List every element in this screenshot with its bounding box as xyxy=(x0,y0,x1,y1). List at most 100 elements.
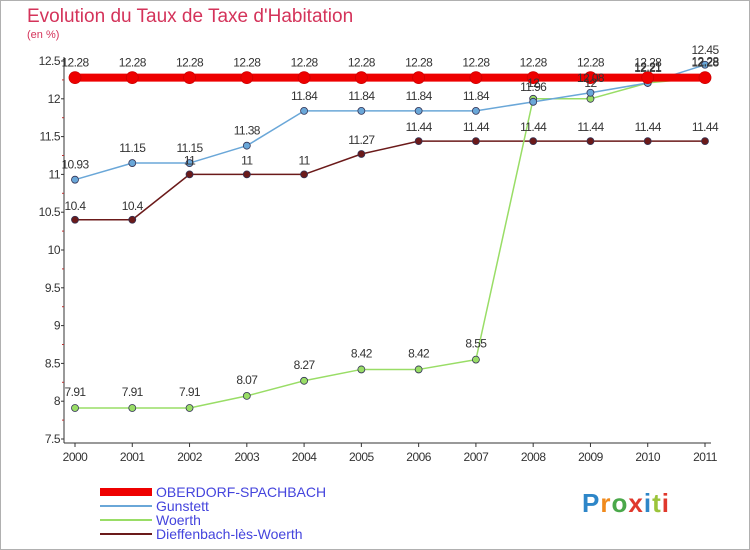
data-label: 12.28 xyxy=(462,56,490,70)
legend-label-woerth: Woerth xyxy=(156,512,201,528)
series-line-2 xyxy=(75,76,706,409)
chart-unit: (en %) xyxy=(27,29,60,41)
logo-letter: t xyxy=(652,488,662,518)
legend-swatch-gunstett xyxy=(100,505,152,507)
data-label: 12.21 xyxy=(634,60,662,74)
data-label: 11.44 xyxy=(406,120,433,134)
data-point xyxy=(472,106,480,115)
x-tick-label: 2000 xyxy=(63,450,89,464)
data-point xyxy=(414,137,423,146)
data-label: 11.44 xyxy=(577,120,604,134)
y-tick-label: 10.5 xyxy=(39,205,61,219)
legend-item-dieffenbach: Dieffenbach-lès-Woerth xyxy=(100,527,326,541)
data-point xyxy=(240,71,254,85)
x-tick-label: 2008 xyxy=(521,450,547,464)
legend-label-oberdorf: OBERDORF-SPACHBACH xyxy=(156,484,327,500)
x-tick-label: 2010 xyxy=(635,450,661,464)
x-tick-label: 2009 xyxy=(578,450,604,464)
data-point xyxy=(357,106,366,115)
data-label: 11 xyxy=(241,153,253,167)
legend-swatch-dieffenbach xyxy=(100,533,152,535)
data-point xyxy=(414,365,423,374)
data-label: 8.27 xyxy=(294,358,316,372)
y-tick-label: 9 xyxy=(54,319,61,333)
data-label: 10.93 xyxy=(61,158,89,172)
data-point xyxy=(300,170,308,179)
data-label: 11.84 xyxy=(291,89,318,103)
y-tick-label: 11 xyxy=(49,167,61,181)
data-point xyxy=(128,215,137,224)
chart-title: Evolution du Taux de Taxe d'Habitation xyxy=(27,6,354,27)
data-point xyxy=(701,137,709,146)
data-point xyxy=(584,71,597,85)
x-tick-label: 2004 xyxy=(292,450,318,464)
data-point xyxy=(185,404,194,412)
data-label: 11.15 xyxy=(176,141,203,155)
data-point xyxy=(128,159,137,167)
x-tick-label: 2002 xyxy=(177,450,203,464)
chart-legend: OBERDORF-SPACHBACH Gunstett Woerth Dieff… xyxy=(100,485,326,541)
data-label: 11.38 xyxy=(234,124,261,138)
data-label: 12.28 xyxy=(405,56,433,70)
data-label: 12.28 xyxy=(520,56,548,70)
y-tick-label: 11.5 xyxy=(40,130,61,144)
legend-label-gunstett: Gunstett xyxy=(156,498,209,514)
series-line-1 xyxy=(74,64,706,181)
data-point xyxy=(357,150,366,158)
data-label: 12.28 xyxy=(577,56,605,70)
legend-item-gunstett: Gunstett xyxy=(100,499,326,513)
data-label: 11.15 xyxy=(119,141,146,155)
data-label: 11 xyxy=(184,153,196,167)
data-point xyxy=(71,404,79,412)
data-label: 12.28 xyxy=(119,56,147,70)
data-point xyxy=(643,137,652,146)
data-point xyxy=(128,404,137,412)
data-label: 8.07 xyxy=(236,373,258,387)
data-label: 11.44 xyxy=(635,120,662,134)
data-point xyxy=(71,215,79,224)
data-point xyxy=(185,170,194,179)
data-point xyxy=(529,137,538,146)
data-label: 12.28 xyxy=(233,56,261,70)
x-tick-label: 2003 xyxy=(234,450,260,464)
data-label: 8.55 xyxy=(465,337,487,351)
legend-swatch-oberdorf xyxy=(100,488,152,496)
data-point xyxy=(300,376,308,385)
logo-letter: o xyxy=(611,488,629,518)
y-tick-label: 8 xyxy=(54,394,61,408)
data-label: 7.91 xyxy=(122,385,144,399)
data-label: 12.28 xyxy=(176,56,204,70)
x-tick-label: 2007 xyxy=(464,450,490,464)
data-label: 12.45 xyxy=(691,43,719,57)
data-point xyxy=(297,71,311,85)
data-label: 11.84 xyxy=(463,89,490,103)
data-point xyxy=(242,392,251,400)
data-point xyxy=(698,71,712,85)
data-point xyxy=(183,71,196,85)
data-point xyxy=(125,71,139,85)
data-point xyxy=(414,106,423,115)
data-point xyxy=(357,365,366,374)
legend-item-woerth: Woerth xyxy=(100,513,326,527)
x-tick-label: 2001 xyxy=(120,450,146,464)
data-label: 12.28 xyxy=(634,56,662,70)
data-label: 12.08 xyxy=(577,71,605,85)
data-point xyxy=(242,170,251,179)
data-point xyxy=(242,141,251,150)
legend-label-dieffenbach: Dieffenbach-lès-Woerth xyxy=(156,526,303,542)
data-label: 12.28 xyxy=(291,56,319,70)
data-point xyxy=(641,71,655,85)
data-point xyxy=(68,71,82,85)
data-point xyxy=(586,88,595,97)
logo-letter: i xyxy=(643,488,653,518)
data-label: 10.4 xyxy=(65,199,87,213)
y-tick-label: 12 xyxy=(48,92,61,106)
data-label: 10.4 xyxy=(122,199,144,213)
data-label: 12.28 xyxy=(691,55,719,69)
y-tick-label: 8.5 xyxy=(45,356,61,370)
data-point xyxy=(354,71,368,85)
logo-letter: r xyxy=(600,488,612,518)
y-tick-label: 9.5 xyxy=(45,281,61,295)
data-label: 11.44 xyxy=(520,120,547,134)
